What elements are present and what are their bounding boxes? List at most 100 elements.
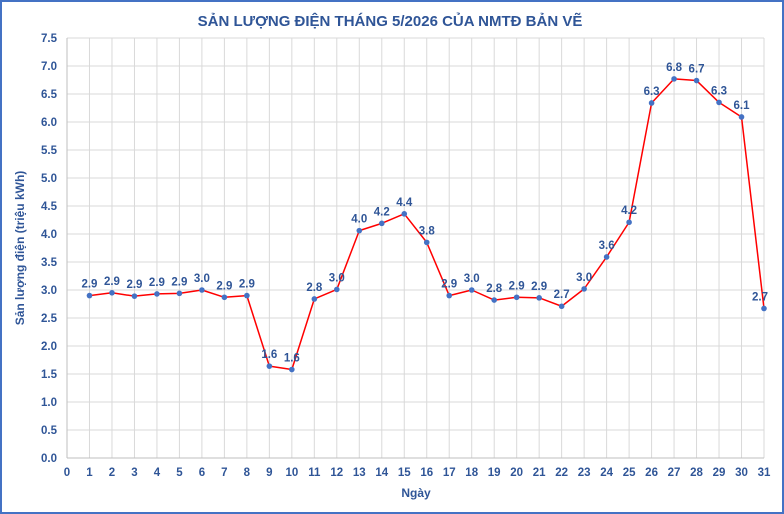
data-point	[738, 114, 745, 120]
x-tick-label: 8	[244, 467, 251, 479]
data-point	[311, 296, 318, 302]
data-point	[221, 294, 228, 301]
x-tick-label: 24	[600, 467, 613, 479]
y-tick-label: 7.0	[41, 61, 57, 73]
gridlines	[67, 37, 765, 458]
data-point	[244, 292, 250, 299]
data-point	[446, 292, 453, 299]
y-tick-label: 0.5	[41, 425, 58, 437]
data-point	[626, 219, 632, 226]
data-point	[131, 293, 138, 299]
data-label: 3.0	[464, 273, 480, 285]
y-axis-title: Sản lượng điện (triệu kWh)	[13, 171, 27, 326]
data-label: 2.9	[531, 281, 547, 293]
x-tick-label: 10	[285, 467, 298, 479]
y-tick-label: 3.5	[41, 257, 58, 269]
data-label: 6.7	[689, 64, 705, 76]
data-points	[86, 76, 767, 373]
x-tick-label: 29	[713, 467, 726, 479]
data-label: 6.8	[666, 62, 683, 74]
x-tick-label: 11	[308, 467, 321, 479]
data-point	[513, 294, 520, 301]
data-label: 2.9	[81, 279, 97, 291]
y-tick-labels: 0.0 0.5 1.0 1.5 2.0 2.5 3.0 3.5 4.0 4.5 5.0 5.5 6.0 6…	[41, 33, 58, 465]
x-tick-label: 21	[533, 467, 546, 479]
data-label: 3.6	[599, 240, 615, 252]
data-label: 4.2	[621, 205, 637, 217]
data-label: 2.9	[171, 276, 187, 288]
x-tick-label: 25	[623, 467, 636, 479]
data-label: 4.2	[374, 206, 390, 218]
data-point	[558, 303, 565, 310]
data-point	[716, 99, 722, 106]
data-label: 6.1	[734, 100, 751, 112]
y-tick-label: 7.5	[41, 33, 58, 45]
x-tick-label: 19	[488, 467, 501, 479]
y-tick-label: 5.0	[41, 173, 57, 185]
data-label: 1.6	[261, 349, 277, 361]
data-point	[109, 290, 115, 296]
x-tick-label: 22	[555, 467, 568, 479]
data-label: 2.9	[441, 279, 457, 291]
x-tick-label: 4	[154, 467, 161, 479]
x-tick-label: 5	[176, 467, 183, 479]
data-label: 2.7	[554, 289, 570, 301]
data-label: 4.4	[396, 197, 413, 209]
data-label: 2.8	[486, 283, 503, 295]
x-tick-label: 14	[375, 467, 388, 479]
data-label: 2.9	[149, 277, 165, 289]
x-tick-label: 28	[690, 467, 703, 479]
x-axis-title: Ngày	[401, 486, 431, 500]
data-point	[468, 287, 475, 293]
x-tick-label: 9	[266, 467, 272, 479]
data-point	[154, 291, 160, 297]
data-point	[266, 363, 273, 369]
y-tick-label: 6.0	[41, 117, 57, 129]
chart-title: SẢN LƯỢNG ĐIỆN THÁNG 5/2026 CỦA NMTĐ BẢN…	[198, 12, 583, 30]
data-label: 2.9	[126, 279, 142, 291]
data-label: 2.9	[509, 280, 525, 292]
data-point	[356, 227, 363, 234]
x-tick-label: 23	[578, 467, 591, 479]
data-labels: 2.9 2.9 2.9 2.9 2.9 3.0 2.9 2.9 1.6 1.6 2.8 3.0 4.0 4…	[81, 62, 768, 365]
data-point	[289, 366, 295, 373]
data-label: 2.9	[104, 276, 120, 288]
y-tick-label: 4.0	[41, 229, 57, 241]
y-tick-label: 3.0	[41, 285, 57, 297]
x-tick-label: 17	[443, 467, 456, 479]
data-label: 3.0	[576, 272, 592, 284]
data-label: 2.9	[216, 280, 232, 292]
y-tick-label: 2.0	[41, 341, 57, 353]
data-label: 6.3	[644, 86, 660, 98]
y-tick-label: 2.5	[41, 313, 58, 325]
data-label: 2.8	[306, 282, 323, 294]
x-tick-label: 15	[398, 467, 411, 479]
x-tick-label: 31	[758, 467, 771, 479]
x-tick-label: 7	[221, 467, 227, 479]
data-point	[491, 297, 497, 303]
data-point	[86, 292, 93, 299]
data-point	[536, 295, 542, 301]
data-label: 4.0	[351, 214, 367, 226]
data-point	[761, 305, 767, 312]
data-point	[334, 286, 340, 293]
x-tick-label: 3	[131, 467, 137, 479]
data-point	[603, 254, 610, 260]
data-point	[378, 220, 385, 227]
x-tick-label: 2	[109, 467, 115, 479]
x-tick-labels: 0 1 2 3 4 5 6 7 8 9 10 11 12 13 14 15 16 17 18 19 20 21 22 23 24…	[64, 467, 771, 479]
data-label: 2.7	[752, 291, 768, 303]
data-label: 3.0	[329, 272, 345, 284]
x-tick-label: 20	[510, 467, 523, 479]
y-tick-label: 0.0	[41, 453, 57, 465]
x-tick-label: 6	[199, 467, 205, 479]
data-label: 2.9	[239, 279, 255, 291]
y-tick-label: 1.0	[41, 397, 57, 409]
data-label: 6.3	[711, 85, 727, 97]
x-tick-label: 26	[645, 467, 658, 479]
x-tick-label: 16	[420, 467, 433, 479]
x-tick-label: 13	[353, 467, 366, 479]
data-label: 1.6	[284, 353, 300, 365]
data-point	[401, 211, 408, 217]
